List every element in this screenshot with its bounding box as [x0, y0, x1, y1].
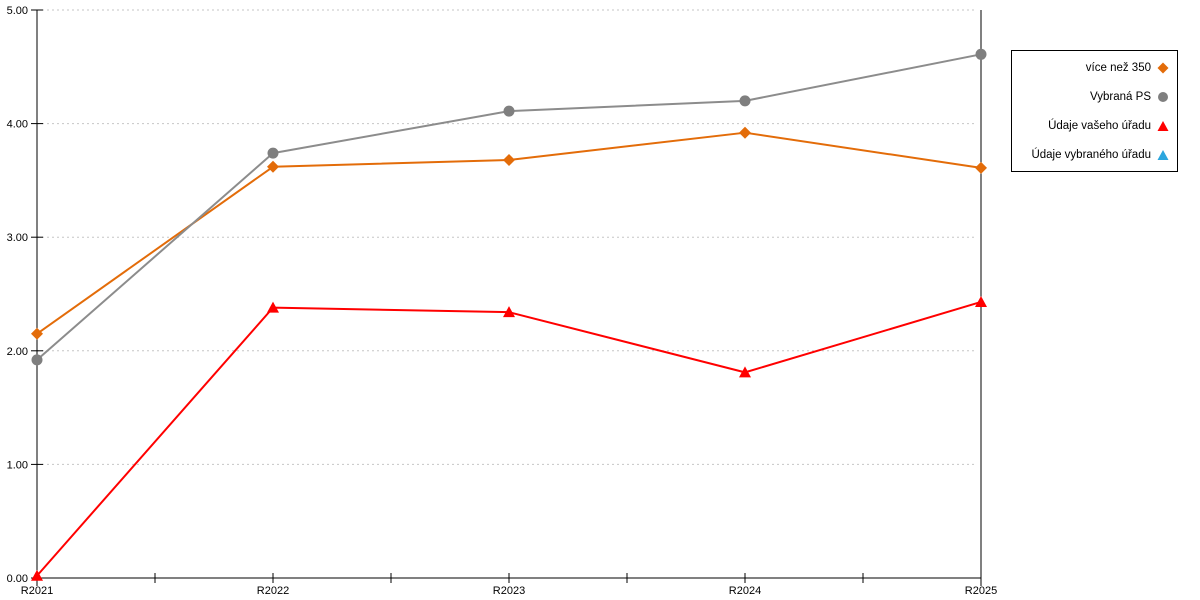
triangle-icon [739, 366, 751, 378]
y-tick-label: 1.00 [7, 459, 28, 471]
legend-label: Vybraná PS [1090, 90, 1151, 103]
legend-item: Údaje vybraného úřadu [1012, 140, 1177, 169]
diamond-icon [31, 327, 43, 340]
x-tick-label: R2024 [729, 585, 761, 597]
legend-label: Údaje vašeho úřadu [1048, 119, 1151, 132]
circle-icon [739, 95, 751, 107]
circle-icon [975, 48, 987, 60]
triangle-icon [975, 295, 987, 307]
circle-icon [267, 147, 279, 159]
y-tick-label: 3.00 [7, 232, 28, 244]
triangle-icon [1157, 120, 1169, 132]
x-tick-label: R2021 [21, 585, 53, 597]
triangle-icon [267, 301, 279, 313]
triangle-icon [503, 306, 515, 318]
x-tick-label: R2025 [965, 585, 997, 597]
legend-label: Údaje vybraného úřadu [1031, 148, 1151, 161]
legend: více než 350 Vybraná PS Údaje vašeho úřadu… [1011, 50, 1178, 172]
y-tick-label: 2.00 [7, 346, 28, 358]
series-line-2 [36, 300, 982, 577]
diamond-icon [503, 153, 515, 166]
triangle-icon [1157, 149, 1169, 161]
y-tick-label: 4.00 [7, 119, 28, 131]
diamond-icon [1157, 62, 1169, 74]
y-tick-label: 0.00 [7, 573, 28, 585]
circle-icon [31, 354, 43, 366]
legend-label: více než 350 [1085, 61, 1151, 74]
circle-icon [503, 105, 515, 117]
y-tick-label: 5.00 [7, 5, 28, 17]
diamond-icon [739, 126, 751, 139]
diamond-icon [267, 160, 279, 173]
legend-item: Vybraná PS [1012, 82, 1177, 111]
circle-icon [1157, 91, 1169, 103]
diamond-icon [975, 161, 987, 174]
x-tick-label: R2023 [493, 585, 525, 597]
legend-item: Údaje vašeho úřadu [1012, 111, 1177, 140]
triangle-icon [31, 569, 43, 581]
legend-item: více než 350 [1012, 53, 1177, 82]
x-tick-label: R2022 [257, 585, 289, 597]
